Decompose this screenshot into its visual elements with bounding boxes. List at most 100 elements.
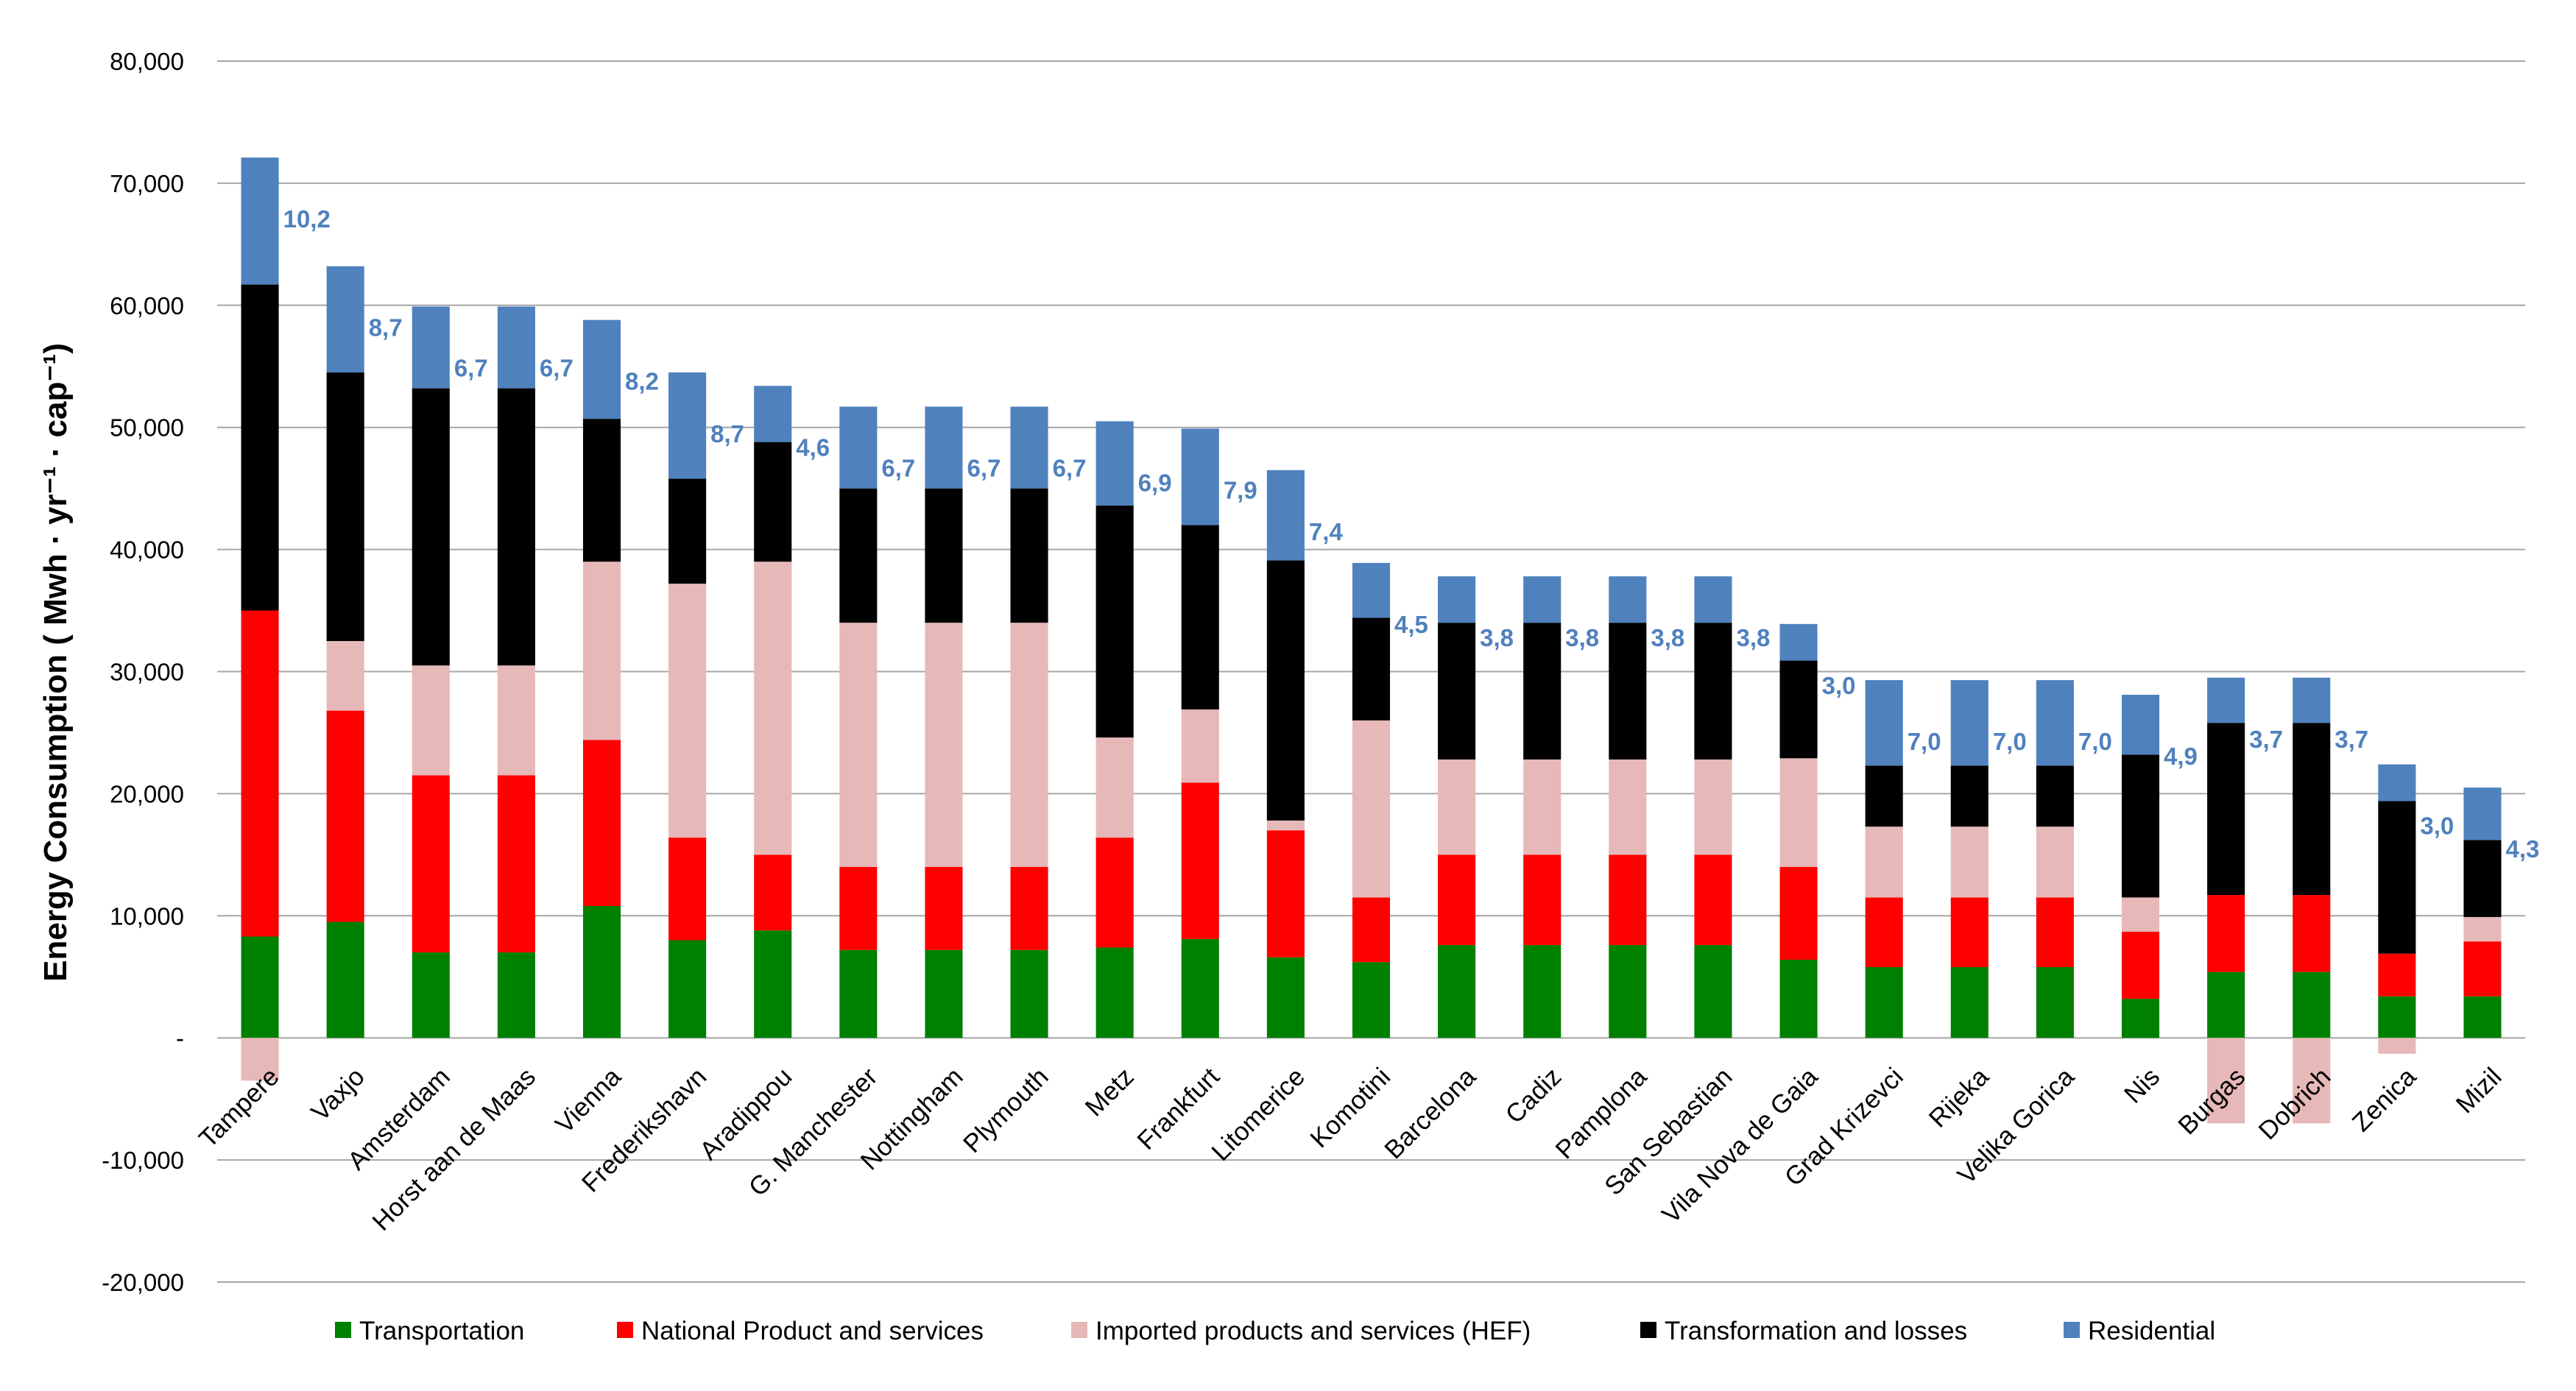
legend-label: Transportation xyxy=(359,1317,524,1345)
bar-segment xyxy=(1181,938,1219,1038)
bar-segment xyxy=(2378,953,2416,997)
bar-segment xyxy=(241,157,279,285)
bar-segment xyxy=(754,854,792,931)
bar-segment xyxy=(1438,945,1476,1038)
bar-segment xyxy=(2036,827,2074,898)
bar-segment xyxy=(412,775,450,953)
x-category-label: Tampere xyxy=(194,1062,285,1153)
y-tick-label: 20,000 xyxy=(110,780,184,807)
bar-segment xyxy=(2378,1038,2416,1054)
y-axis-title: Energy Consumption ( Mwh · yr⁻¹ · cap⁻¹) xyxy=(38,343,74,982)
bar-segment xyxy=(1266,957,1305,1038)
bar-segment xyxy=(1779,960,1818,1038)
y-tick-label: 80,000 xyxy=(110,48,184,75)
bar-segment xyxy=(1609,759,1647,855)
bar-segment xyxy=(1352,720,1391,898)
bar-segment xyxy=(1095,947,1134,1038)
x-category-label: Komotini xyxy=(1305,1062,1396,1153)
x-category-label: Vaxjo xyxy=(306,1062,370,1127)
bar-value-label: 4,5 xyxy=(1394,611,1428,638)
bar-segment xyxy=(582,740,621,907)
bar-segment xyxy=(1865,897,1903,967)
bar-segment xyxy=(412,665,450,776)
y-tick-label: -20,000 xyxy=(102,1269,184,1296)
bar-value-label: 6,7 xyxy=(454,354,488,381)
bar-segment xyxy=(582,419,621,562)
bar-segment xyxy=(1779,660,1818,759)
bar-value-label: 7,0 xyxy=(2078,728,2112,755)
y-tick-label: 70,000 xyxy=(110,170,184,197)
bar-segment xyxy=(241,936,279,1038)
bar-segment xyxy=(1694,623,1732,760)
bar-segment xyxy=(2207,1038,2245,1124)
bar-segment xyxy=(1438,759,1476,855)
bar-segment xyxy=(1865,680,1903,766)
x-category-label: Litomerice xyxy=(1206,1062,1310,1167)
y-axis-ticks: 80,000 70,000 60,000 50,000 40,000 30,000 20,0… xyxy=(102,48,184,1296)
bar-segment xyxy=(2036,966,2074,1038)
bar-segment xyxy=(1266,470,1305,561)
y-tick-label: -10,000 xyxy=(102,1147,184,1174)
bar-segment xyxy=(2293,723,2331,896)
bar-segment xyxy=(2207,895,2245,972)
legend-label: Transformation and losses xyxy=(1665,1317,1967,1345)
legend-swatch xyxy=(2064,1322,2080,1338)
bar-segment xyxy=(1865,765,1903,827)
bar-segment xyxy=(497,388,535,666)
bar-segment xyxy=(326,641,364,711)
x-category-label: Nis xyxy=(2119,1062,2165,1108)
bar-segment xyxy=(839,406,878,489)
bar-value-label: 4,6 xyxy=(796,433,830,461)
bar-segment xyxy=(1352,962,1391,1038)
bar-segment xyxy=(754,930,792,1038)
bar-value-label: 6,7 xyxy=(881,454,915,481)
bar-segment xyxy=(1865,966,1903,1038)
bar-value-label: 4,3 xyxy=(2505,835,2539,863)
bar-segment xyxy=(1694,576,1732,623)
bar-segment xyxy=(1523,759,1562,855)
bar-segment xyxy=(925,406,963,489)
bar-segment xyxy=(1095,737,1134,838)
bar-segment xyxy=(326,372,364,642)
bar-value-labels: 10,2 8,7 6,7 6,7 8,2 8,7 4,6 6,7 6,7 6,7 6,9 7,9 7,4… xyxy=(283,205,2540,863)
bar-segment xyxy=(925,623,963,867)
bar-segment xyxy=(754,386,792,442)
bar-segment xyxy=(2293,971,2331,1038)
bar-segment xyxy=(1438,576,1476,623)
bar-segment xyxy=(2121,695,2160,755)
bar-segment xyxy=(2121,931,2160,999)
bar-segment xyxy=(668,372,707,479)
bar-segment xyxy=(582,906,621,1038)
bar-segment xyxy=(1095,838,1134,948)
bar-segment xyxy=(1779,758,1818,867)
bar-segment xyxy=(2036,897,2074,967)
bar-segment xyxy=(326,921,364,1038)
bar-segment xyxy=(2036,680,2074,766)
bar-segment xyxy=(582,562,621,740)
bar-segment xyxy=(839,949,878,1038)
y-tick-label: 30,000 xyxy=(110,659,184,686)
bar-segment xyxy=(497,665,535,776)
bar-segment xyxy=(2463,787,2502,840)
y-tick-label: 50,000 xyxy=(110,414,184,442)
bar-segment xyxy=(1523,576,1562,623)
bar-segment xyxy=(1181,709,1219,783)
bar-segment xyxy=(1779,623,1818,661)
bar-value-label: 3,8 xyxy=(1736,624,1770,651)
bar-segment xyxy=(2207,971,2245,1038)
bar-segment xyxy=(1609,945,1647,1038)
bar-segment xyxy=(1095,505,1134,738)
bar-value-label: 3,8 xyxy=(1565,624,1599,651)
bar-segment xyxy=(668,838,707,941)
bar-value-label: 3,0 xyxy=(1822,672,1856,699)
bar-segment xyxy=(1523,854,1562,946)
bar-segment xyxy=(1950,966,1989,1038)
bar-value-label: 8,2 xyxy=(625,368,659,395)
bar-segment xyxy=(1609,623,1647,760)
bar-segment xyxy=(1352,897,1391,963)
bar-segment xyxy=(1266,560,1305,821)
legend-label: Residential xyxy=(2088,1317,2215,1345)
x-category-label: Mizil xyxy=(2451,1062,2508,1119)
bar-segment xyxy=(1694,945,1732,1038)
